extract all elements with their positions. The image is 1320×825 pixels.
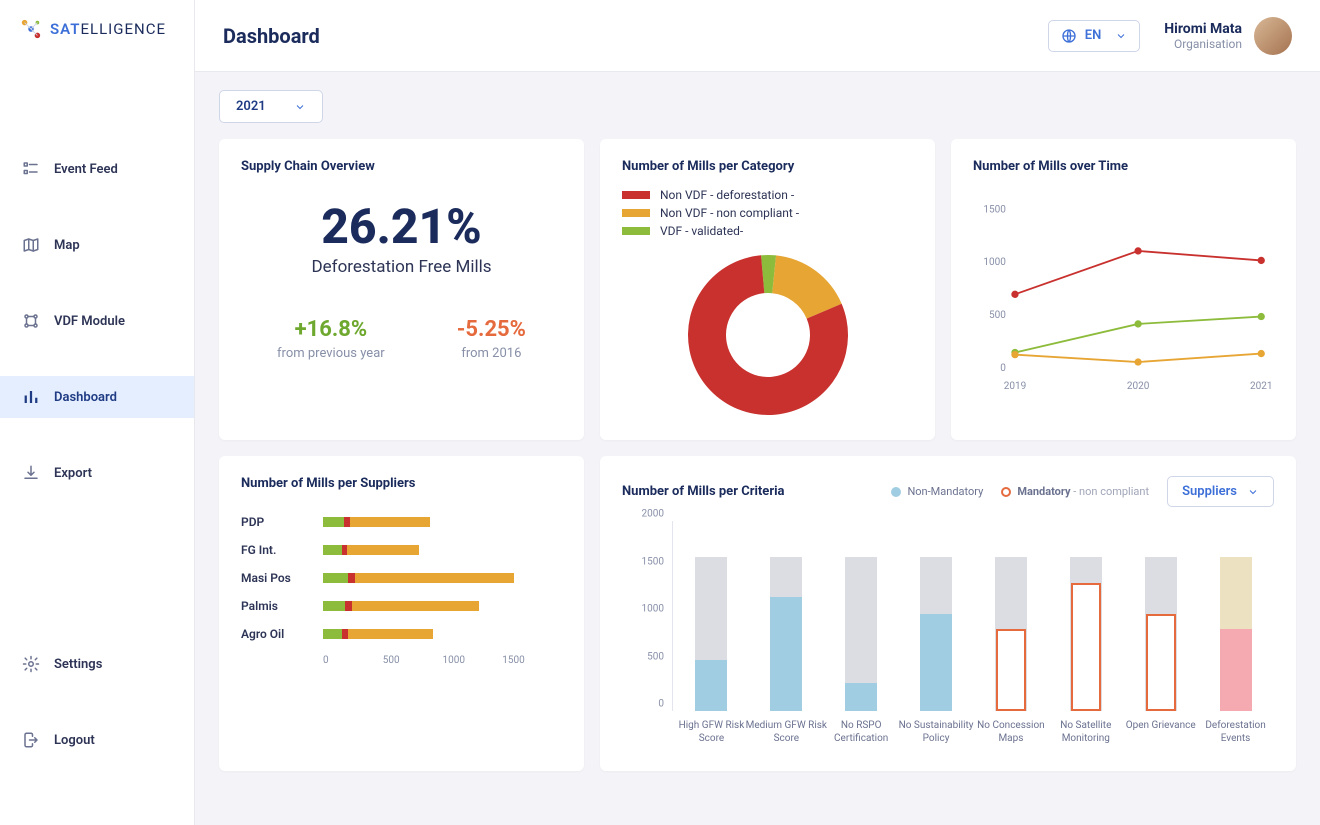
- card-title: Number of Mills over Time: [973, 159, 1274, 174]
- card-title: Number of Mills per Criteria: [622, 484, 891, 499]
- main-nav: Event Feed Map VDF Module Dashboard Export: [0, 68, 194, 643]
- delta-from-2016: -5.25% from 2016: [457, 317, 526, 361]
- chevron-down-icon: [294, 101, 306, 113]
- delta-prev-year: +16.8% from previous year: [277, 317, 385, 361]
- line-chart: 0 500 1000 1500 2019 2020 2021: [973, 188, 1274, 408]
- criteria-bar: No Sustainability Policy: [902, 521, 971, 711]
- criteria-bar: No RSPO Certification: [827, 521, 896, 711]
- svg-text:500: 500: [989, 310, 1006, 321]
- supplier-row: FG Int.: [241, 543, 562, 557]
- criteria-bar: Deforestation Events: [1201, 521, 1270, 711]
- legend-item: Non VDF - deforestation -: [622, 188, 913, 202]
- year-label: 2021: [236, 99, 266, 114]
- nav-label: Settings: [54, 657, 102, 672]
- criteria-bar: Medium GFW Risk Score: [752, 521, 821, 711]
- card-mills-time: Number of Mills over Time 0 500 1000 1500 20…: [951, 139, 1296, 440]
- svg-text:1000: 1000: [983, 257, 1006, 268]
- donut-legend: Non VDF - deforestation - Non VDF - non c…: [622, 188, 913, 238]
- user-menu[interactable]: Hiromi Mata Organisation: [1164, 17, 1292, 55]
- card-mills-category: Number of Mills per Category Non VDF - d…: [600, 139, 935, 440]
- nav-item-dashboard[interactable]: Dashboard: [0, 376, 194, 418]
- criteria-bar: High GFW Risk Score: [677, 521, 746, 711]
- legend-nonmandatory: Non-Mandatory: [891, 485, 983, 498]
- legend-mandatory: Mandatory - non compliant: [1001, 485, 1149, 498]
- legend-item: Non VDF - non compliant -: [622, 206, 913, 220]
- criteria-dropdown[interactable]: Suppliers: [1167, 476, 1274, 507]
- svg-text:2019: 2019: [1004, 381, 1027, 392]
- supply-label: Deforestation Free Mills: [241, 257, 562, 277]
- donut-chart: [683, 250, 853, 420]
- nav-label: Map: [54, 238, 80, 253]
- card-title: Number of Mills per Suppliers: [241, 476, 562, 491]
- supplier-row: Palmis: [241, 599, 562, 613]
- nav-item-map[interactable]: Map: [0, 224, 194, 266]
- language-selector[interactable]: EN: [1048, 20, 1141, 52]
- supplier-row: Agro Oil: [241, 627, 562, 641]
- card-mills-criteria: Number of Mills per Criteria Non-Mandato…: [600, 456, 1296, 771]
- nav-item-settings[interactable]: Settings: [0, 643, 194, 685]
- criteria-bar: No Satellite Monitoring: [1051, 521, 1120, 711]
- globe-icon: [1061, 28, 1077, 44]
- gear-icon: [22, 655, 40, 673]
- criteria-bar: Open Grievance: [1126, 521, 1195, 711]
- supplier-row: Masi Pos: [241, 571, 562, 585]
- header: Dashboard EN Hiromi Mata Organisation: [195, 0, 1320, 72]
- criteria-bar: No Concession Maps: [977, 521, 1046, 711]
- criteria-chart: 0500100015002000 High GFW Risk ScoreMedi…: [622, 521, 1274, 751]
- page-title: Dashboard: [223, 24, 1048, 48]
- language-label: EN: [1085, 28, 1102, 43]
- download-icon: [22, 464, 40, 482]
- nav-label: Export: [54, 466, 92, 481]
- sidebar: SATELLIGENCE Event Feed Map VDF Module Dash…: [0, 0, 195, 825]
- card-title: Number of Mills per Category: [622, 159, 913, 174]
- supply-pct: 26.21%: [241, 198, 562, 255]
- nav-label: Dashboard: [54, 390, 117, 405]
- bars-icon: [22, 388, 40, 406]
- nav-label: VDF Module: [54, 314, 125, 329]
- chevron-down-icon: [1247, 486, 1259, 498]
- nav-item-vdf-module[interactable]: VDF Module: [0, 300, 194, 342]
- logout-icon: [22, 731, 40, 749]
- user-name: Hiromi Mata: [1164, 21, 1242, 37]
- nav-label: Event Feed: [54, 162, 118, 177]
- svg-text:0: 0: [1000, 363, 1006, 374]
- suppliers-chart: PDPFG Int.Masi PosPalmisAgro Oil05001000…: [241, 515, 562, 666]
- svg-text:2021: 2021: [1250, 381, 1273, 392]
- supplier-row: PDP: [241, 515, 562, 529]
- logo: SATELLIGENCE: [0, 18, 194, 68]
- card-title: Supply Chain Overview: [241, 159, 562, 174]
- user-org: Organisation: [1164, 37, 1242, 51]
- svg-text:1500: 1500: [983, 204, 1006, 215]
- card-supply-overview: Supply Chain Overview 26.21% Deforestati…: [219, 139, 584, 440]
- nav-item-export[interactable]: Export: [0, 452, 194, 494]
- nav-label: Logout: [54, 733, 95, 748]
- nav-item-event-feed[interactable]: Event Feed: [0, 148, 194, 190]
- card-mills-suppliers: Number of Mills per Suppliers PDP FG Int.…: [219, 456, 584, 771]
- avatar: [1254, 17, 1292, 55]
- year-selector[interactable]: 2021: [219, 90, 323, 123]
- logo-icon: [20, 18, 42, 40]
- nav-item-logout[interactable]: Logout: [0, 719, 194, 761]
- nav-bottom: Settings Logout: [0, 643, 194, 825]
- legend-item: VDF - validated-: [622, 224, 913, 238]
- map-icon: [22, 236, 40, 254]
- list-icon: [22, 160, 40, 178]
- chevron-down-icon: [1115, 30, 1127, 42]
- module-icon: [22, 312, 40, 330]
- svg-text:2020: 2020: [1127, 381, 1150, 392]
